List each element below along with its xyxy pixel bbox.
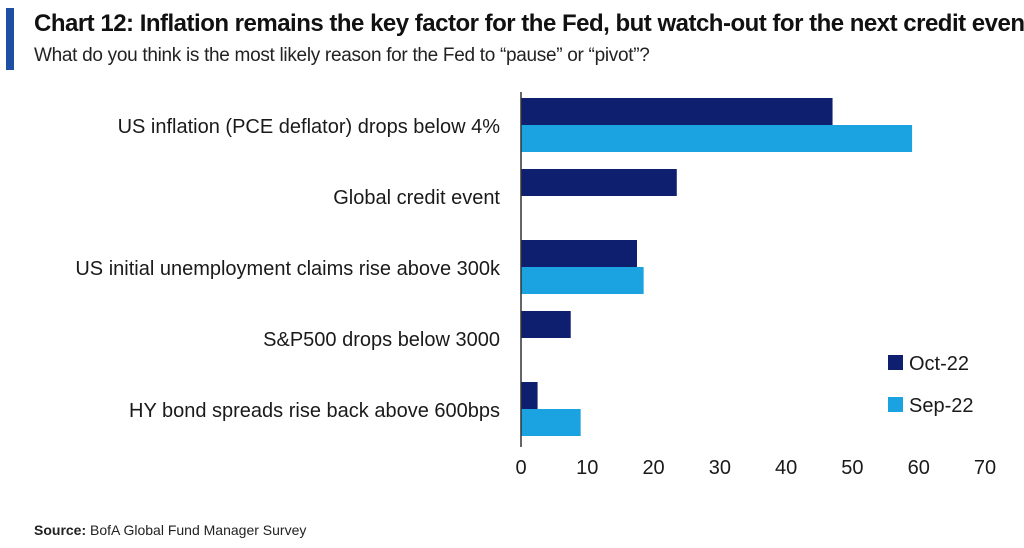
x-tick-label-5: 50 bbox=[841, 457, 863, 479]
bar-oct-22-2 bbox=[521, 240, 637, 267]
legend-label-sep-22: Sep-22 bbox=[909, 395, 974, 417]
accent-bar bbox=[6, 8, 14, 70]
category-label-0: US inflation (PCE deflator) drops below … bbox=[118, 116, 501, 138]
bar-oct-22-1 bbox=[521, 169, 677, 196]
legend-swatch-sep-22 bbox=[888, 397, 903, 412]
source-text: BofA Global Fund Manager Survey bbox=[90, 522, 307, 538]
bar-oct-22-0 bbox=[521, 98, 833, 125]
x-tick-label-4: 40 bbox=[775, 457, 797, 479]
bar-oct-22-3 bbox=[521, 311, 571, 338]
bar-sep-22-2 bbox=[521, 267, 644, 294]
chart-subtitle: What do you think is the most likely rea… bbox=[34, 45, 650, 66]
legend-label-oct-22: Oct-22 bbox=[909, 353, 969, 375]
x-tick-label-2: 20 bbox=[642, 457, 664, 479]
legend-swatch-oct-22 bbox=[888, 355, 903, 370]
bar-sep-22-4 bbox=[521, 409, 581, 436]
category-label-3: S&P500 drops below 3000 bbox=[263, 329, 500, 351]
bar-sep-22-0 bbox=[521, 125, 913, 152]
source-label: Source: bbox=[34, 522, 87, 538]
bar-chart: US inflation (PCE deflator) drops below … bbox=[75, 92, 996, 479]
x-tick-label-3: 30 bbox=[709, 457, 731, 479]
bar-oct-22-4 bbox=[521, 382, 538, 409]
x-tick-label-6: 60 bbox=[908, 457, 930, 479]
source-note: Source: BofA Global Fund Manager Survey bbox=[34, 522, 306, 538]
x-tick-label-1: 10 bbox=[576, 457, 598, 479]
x-tick-label-0: 0 bbox=[515, 457, 526, 479]
chart-title: Chart 12: Inflation remains the key fact… bbox=[34, 10, 1024, 37]
x-tick-label-7: 70 bbox=[974, 457, 996, 479]
category-label-1: Global credit event bbox=[333, 187, 500, 209]
category-label-4: HY bond spreads rise back above 600bps bbox=[129, 400, 500, 422]
category-label-2: US initial unemployment claims rise abov… bbox=[75, 258, 501, 280]
